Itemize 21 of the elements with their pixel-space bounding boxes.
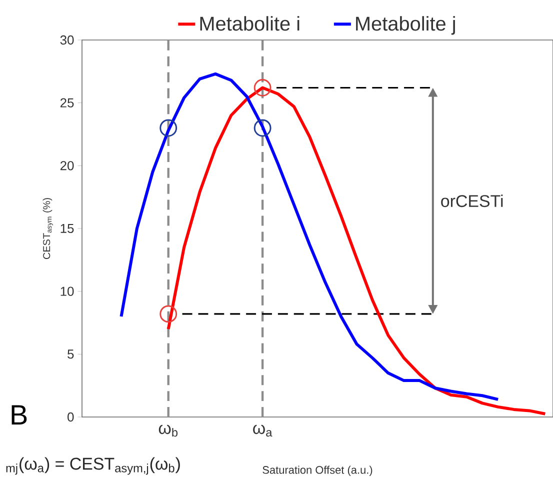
y-tick-label: 0	[68, 412, 74, 422]
point	[254, 119, 272, 137]
text: B	[12, 405, 27, 424]
x-tick-label: ω$_{b}$	[158, 424, 178, 437]
annotation: orCESTi	[441, 194, 503, 208]
x-axis-title: Saturation Offset (a.u.)	[262, 466, 372, 476]
y-tick-label: 15	[60, 224, 74, 234]
y-tick-label: 5	[68, 350, 74, 359]
y-tick-label: 20	[60, 161, 74, 170]
legend-label: Metabolite j	[356, 16, 455, 35]
point	[160, 305, 178, 323]
point	[160, 119, 178, 137]
text: $_{mj}$(ω$_{a}$) = CEST$_{asym,j}$(ω$_{b}$)	[6, 457, 180, 475]
x-tick-label: ω$_{a}$	[253, 424, 272, 437]
y-tick-label: 25	[60, 98, 74, 108]
y-axis-title: CEST$_{asym}$ (%)	[42, 198, 53, 259]
y-tick-label: 10	[60, 286, 74, 296]
point	[254, 79, 272, 96]
line-series	[166, 86, 547, 416]
y-tick-label: 30	[60, 35, 74, 45]
legend-label: Metabolite i	[200, 16, 300, 31]
